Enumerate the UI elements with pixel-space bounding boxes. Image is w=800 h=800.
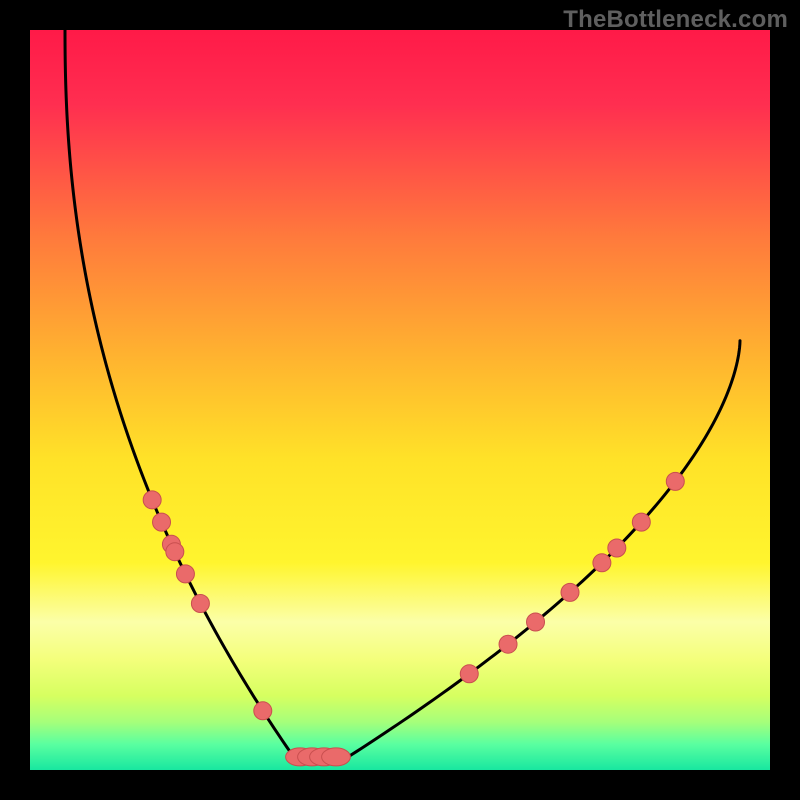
- data-point: [153, 513, 171, 531]
- data-point: [499, 635, 517, 653]
- data-point: [527, 613, 545, 631]
- data-point: [561, 583, 579, 601]
- gradient-bg: [30, 30, 770, 770]
- data-point: [632, 513, 650, 531]
- data-point: [176, 565, 194, 583]
- data-point: [608, 539, 626, 557]
- data-point: [460, 665, 478, 683]
- data-point: [322, 748, 351, 766]
- chart-svg: [0, 0, 800, 800]
- chart-frame: TheBottleneck.com: [0, 0, 800, 800]
- data-point: [143, 491, 161, 509]
- data-point: [666, 472, 684, 490]
- data-point: [166, 543, 184, 561]
- watermark-text: TheBottleneck.com: [563, 6, 788, 34]
- data-point: [191, 595, 209, 613]
- data-point: [593, 554, 611, 572]
- data-point: [254, 702, 272, 720]
